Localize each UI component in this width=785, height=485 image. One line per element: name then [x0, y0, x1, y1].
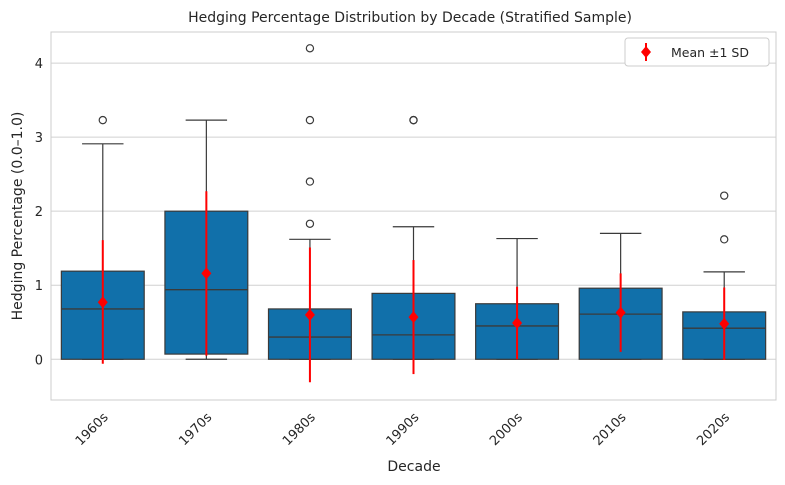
x-tick-label: 1990s	[384, 410, 423, 449]
y-tick-label: 2	[35, 205, 43, 220]
x-tick-label: 2010s	[591, 410, 630, 449]
x-tick-label: 2000s	[487, 410, 526, 449]
legend-diamond-marker	[641, 46, 651, 58]
legend: Mean ±1 SD	[624, 37, 770, 67]
outlier-point	[409, 115, 418, 125]
outlier-point	[720, 235, 729, 244]
mean-marker	[719, 317, 730, 330]
outlier-point	[305, 177, 315, 186]
legend-frame	[624, 37, 770, 67]
mean-marker	[97, 296, 108, 309]
plot-frame	[50, 31, 777, 401]
y-tick-label: 4	[35, 57, 43, 72]
x-axis-label: Decade	[387, 459, 440, 475]
outlier-point	[720, 191, 729, 200]
legend-label: Mean ±1 SD	[671, 45, 749, 60]
x-tick-label: 1960s	[73, 410, 112, 449]
mean-marker	[408, 311, 419, 324]
mean-marker	[201, 267, 212, 280]
y-tick-label: 3	[35, 131, 43, 146]
x-tick-label: 1980s	[280, 410, 319, 449]
mean-marker	[304, 308, 315, 321]
chart-title: Hedging Percentage Distribution by Decad…	[188, 10, 632, 26]
y-axis-label: Hedging Percentage (0.0–1.0)	[10, 112, 26, 321]
tick-layer: 0 1 2 3 4 1960s 1970s 1980s 1990s 2000s 2010s 2020s	[35, 57, 733, 449]
mean-marker	[615, 306, 626, 319]
y-tick-label: 0	[35, 353, 43, 368]
outlier-point	[305, 44, 315, 53]
y-tick-label: 1	[35, 279, 43, 294]
outlier-point	[305, 115, 315, 125]
x-tick-label: 2020s	[694, 410, 733, 449]
outlier-point	[305, 219, 315, 228]
x-tick-label: 1970s	[176, 410, 215, 449]
outlier-point	[98, 115, 107, 125]
mean-layer	[97, 191, 730, 383]
mean-marker	[512, 316, 523, 329]
